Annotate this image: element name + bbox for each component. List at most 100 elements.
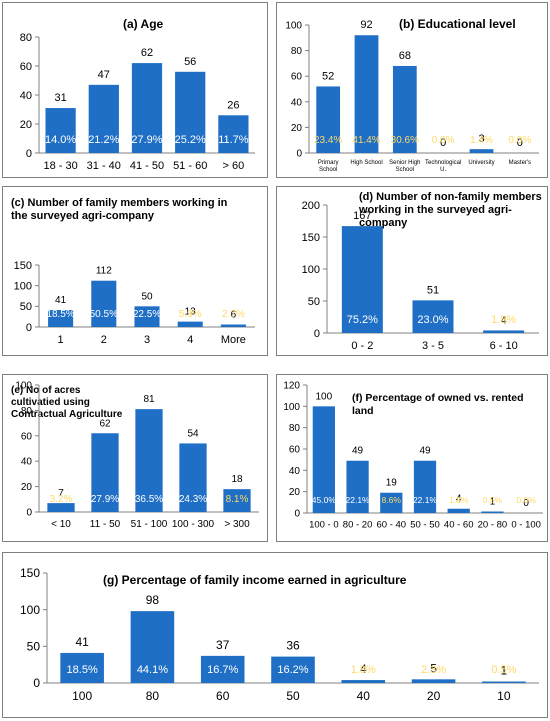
y-tick-label: 40	[20, 90, 32, 102]
x-tick-label: > 300	[224, 519, 250, 530]
x-tick-label: 60	[216, 689, 230, 703]
y-tick-label: 0	[33, 676, 40, 690]
y-tick-label: 20	[21, 482, 33, 493]
data-label-percent: 8.1%	[226, 494, 249, 505]
x-tick-label: 3	[144, 334, 150, 346]
data-label-percent: 50.5%	[90, 309, 118, 320]
data-label-percent: 1.4%	[470, 135, 493, 146]
data-label-percent: 27.9%	[91, 494, 119, 505]
x-tick-label: > 60	[223, 160, 245, 172]
data-label-value: 4	[501, 314, 507, 326]
data-label-percent: 1.8%	[351, 664, 376, 676]
bar	[482, 681, 526, 683]
y-tick-label: 40	[21, 457, 33, 468]
data-label-percent: 16.2%	[277, 664, 308, 676]
y-tick-label: 80	[291, 46, 303, 57]
y-tick-label: 0	[314, 328, 320, 340]
y-tick-label: 100	[285, 21, 302, 32]
chart-title: (g) Percentage of family income earned i…	[103, 573, 407, 587]
x-tick-label: University	[468, 160, 494, 166]
data-label-value: 0	[517, 137, 523, 149]
chart-panel-b: (b) Educational level 0 20 40 60 80 100 52 23.4…	[276, 2, 548, 178]
data-label-value: 19	[386, 478, 398, 489]
data-label-value: 47	[98, 69, 110, 81]
chart-panel-d: (d) Number of non-family members working…	[276, 186, 548, 356]
bar	[413, 460, 437, 513]
bar	[45, 108, 76, 153]
data-label-percent: 16.7%	[207, 664, 238, 676]
bar-chart-b: 0204060801005223.4%PrimarySchool9241.4%H…	[285, 19, 539, 173]
x-tick-label: 31 - 40	[87, 160, 121, 172]
bar	[91, 280, 117, 327]
data-label-percent: 75.2%	[347, 314, 378, 326]
data-label-value: 92	[360, 19, 372, 31]
x-tick-label: Technological	[425, 160, 461, 166]
x-tick-label: 20	[427, 689, 441, 703]
y-tick-label: 100	[302, 264, 320, 276]
data-label-percent: 21.2%	[88, 134, 119, 146]
data-label-value: 3	[478, 133, 484, 145]
data-label-value: 31	[54, 92, 66, 104]
chart-title: (a) Age	[123, 17, 164, 31]
y-tick-label: 100	[14, 281, 32, 293]
data-label-percent: 36.5%	[135, 494, 163, 505]
x-tick-label: 0 - 100	[511, 520, 541, 531]
bar	[223, 489, 251, 512]
bar-chart-e: 0 20 40 60 80 100 73.2% < 10 62 27.9% 11 - 50 81 36.…	[15, 381, 259, 530]
data-label-percent: 30.6%	[391, 135, 419, 146]
y-tick-label: 0	[294, 509, 300, 520]
bar	[179, 443, 207, 512]
x-tick-label: 51 - 60	[173, 160, 207, 172]
bar	[134, 306, 160, 327]
data-label-value: 62	[99, 418, 111, 429]
bar	[469, 149, 494, 153]
data-label-percent: 22.1%	[346, 495, 371, 505]
y-tick-label: 60	[21, 431, 33, 442]
data-label-value: 0	[440, 137, 446, 149]
data-label-value: 112	[96, 266, 112, 277]
data-label-value: 18	[231, 474, 243, 485]
bar	[341, 226, 383, 333]
x-tick-label: < 10	[51, 519, 71, 530]
x-tick-label: 40 - 60	[444, 520, 474, 531]
y-tick-label: 200	[302, 200, 320, 212]
data-label-percent: 22.5%	[133, 309, 161, 320]
data-label-percent: 2.3%	[421, 664, 446, 676]
bar	[481, 511, 504, 513]
data-label-value: 7	[58, 488, 64, 499]
x-tick-label: 80	[146, 689, 160, 703]
data-label-value: 81	[143, 394, 155, 405]
x-tick-label: U.	[440, 167, 446, 173]
data-label-percent: 0.0%	[508, 135, 531, 146]
data-label-value: 41	[75, 635, 89, 649]
x-tick-label: 0 - 2	[351, 340, 373, 352]
y-tick-label: 50	[27, 640, 41, 654]
data-label-value: 13	[185, 307, 197, 318]
x-tick-label: 3 - 5	[422, 340, 444, 352]
data-label-percent: 23.0%	[417, 314, 448, 326]
bar	[200, 655, 245, 683]
x-tick-label: 18 - 30	[43, 160, 77, 172]
bar	[135, 409, 163, 512]
bar-chart-a: 0 20 40 60 80 31 14.0% 18 - 30 47 21.2% 31 - 40 62 2…	[20, 32, 255, 172]
x-tick-label: 6 - 10	[490, 340, 518, 352]
data-label-percent: 44.1%	[137, 664, 168, 676]
bar	[354, 35, 379, 153]
data-label-value: 167	[353, 210, 371, 222]
y-tick-label: 40	[291, 97, 303, 108]
data-label-percent: 0.0%	[432, 135, 455, 146]
x-tick-label: 50 - 50	[410, 520, 440, 531]
x-tick-label: Senior High	[389, 160, 420, 166]
data-label-value: 51	[427, 284, 439, 296]
data-label-value: 5	[430, 661, 437, 675]
y-tick-label: 100	[283, 402, 300, 413]
data-label-percent: 2.7%	[222, 309, 245, 320]
data-label-percent: 25.2%	[175, 134, 206, 146]
bar	[411, 679, 456, 683]
y-tick-label: 50	[308, 296, 320, 308]
x-tick-label: High School	[350, 160, 382, 166]
bar	[177, 321, 203, 327]
data-label-value: 98	[146, 593, 160, 607]
data-label-value: 52	[322, 70, 334, 82]
